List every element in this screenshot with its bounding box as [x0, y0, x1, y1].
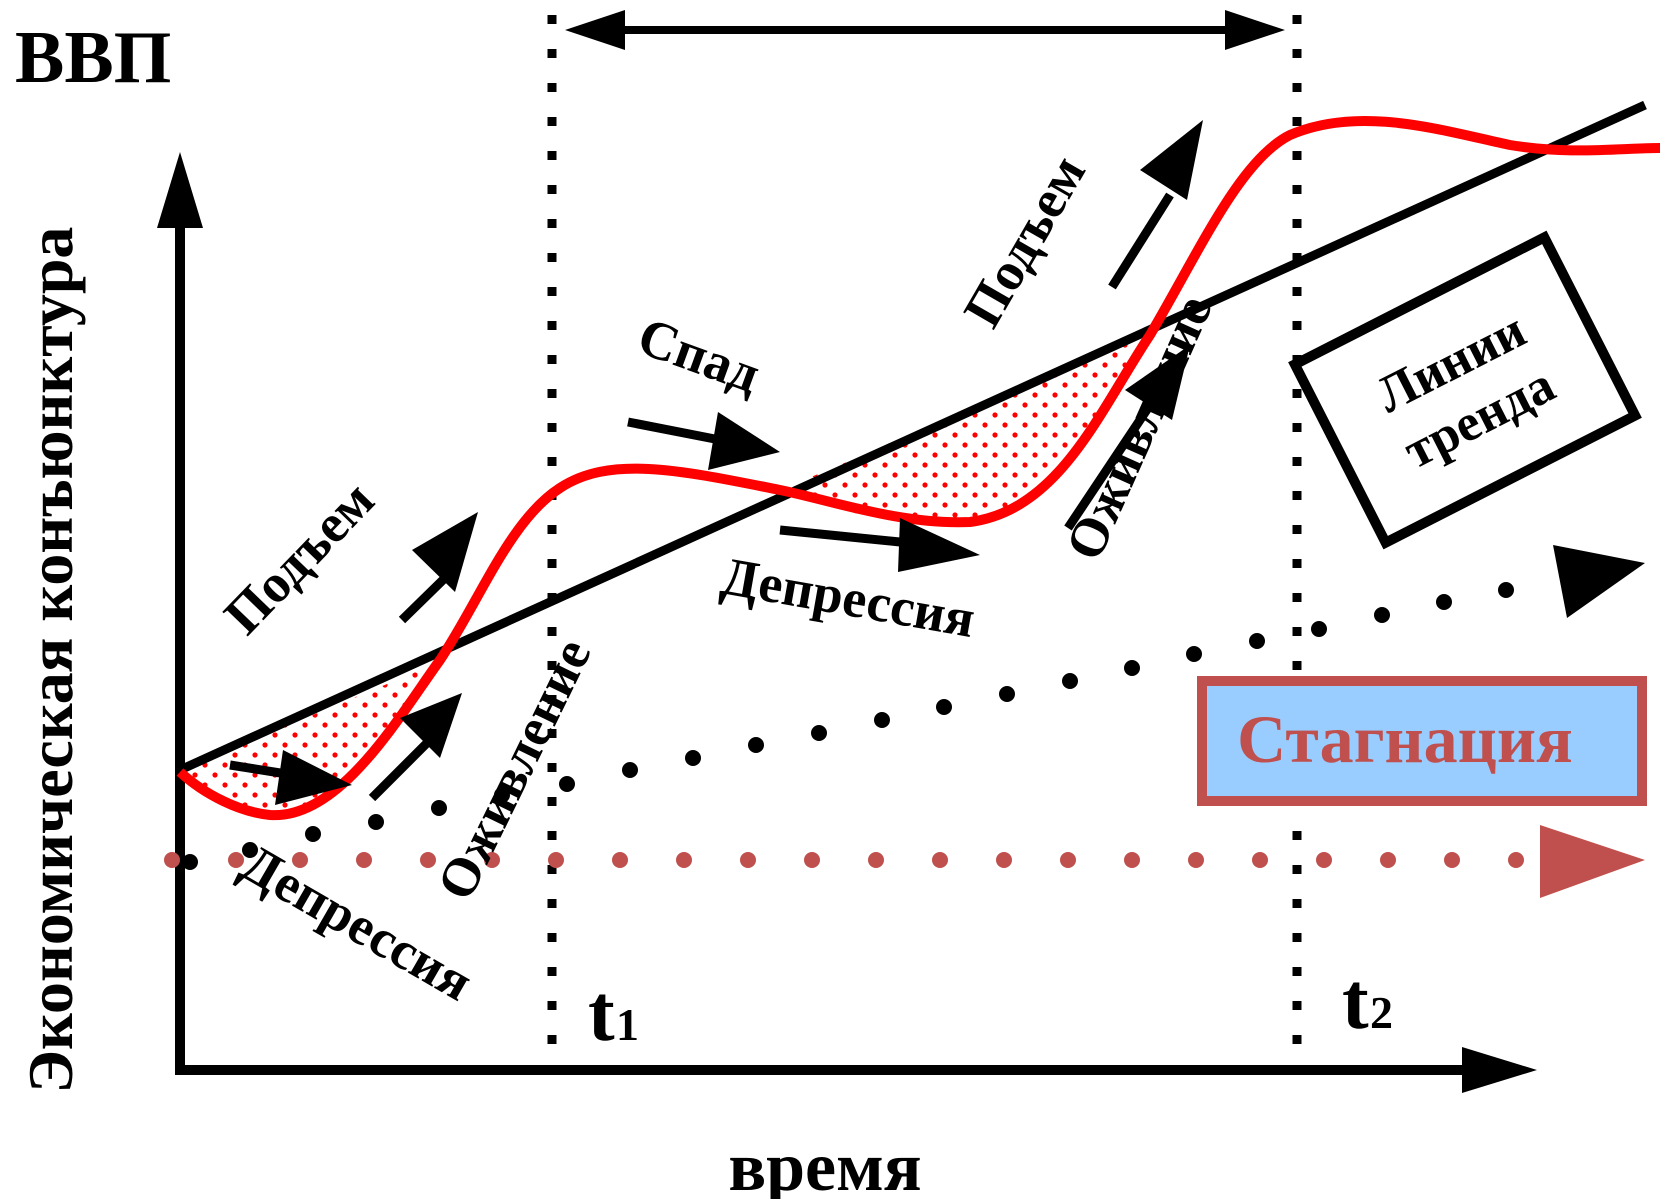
black-trend-arrowhead — [1553, 545, 1645, 618]
phase-label-rise-2: Подъем — [952, 145, 1097, 337]
stagnation-arrowhead — [1540, 825, 1645, 898]
arrow-depression-1 — [229, 750, 352, 805]
x-axis-title: время — [728, 1129, 921, 1199]
x-axis — [175, 1047, 1537, 1093]
trend-label-box: Линии тренда — [1288, 230, 1642, 550]
t1-label: t 1 — [588, 970, 639, 1058]
stagnation-label: Стагнация — [1237, 701, 1573, 777]
t2-label: t 2 — [1342, 958, 1393, 1046]
arrow-revival-2 — [1064, 345, 1190, 531]
arrow-rise-1 — [398, 512, 478, 624]
gdp-label: ВВП — [15, 17, 171, 99]
y-axis-title: Экономическая конъюнктура — [15, 227, 86, 1094]
period-double-arrow — [565, 10, 1285, 50]
arrow-rise-2 — [1108, 120, 1203, 290]
trend-line — [178, 100, 1647, 775]
stagnation-box: Стагнация — [1197, 676, 1647, 806]
arrow-depression-2 — [779, 518, 980, 572]
arrow-revival-1 — [368, 693, 462, 802]
y-axis — [157, 152, 203, 1075]
svg-text:2: 2 — [1370, 987, 1393, 1038]
dotted-area-1 — [180, 662, 440, 816]
svg-text:t: t — [1342, 958, 1369, 1046]
phase-label-decline: Спад — [630, 306, 767, 405]
phase-label-revival-1: Оживление — [425, 629, 602, 909]
svg-text:t: t — [588, 970, 615, 1058]
arrow-decline — [627, 412, 780, 470]
phase-label-rise-1: Подъем — [213, 469, 386, 645]
dotted-area-2 — [780, 335, 1150, 524]
cycle-curve — [176, 116, 1661, 821]
svg-text:1: 1 — [616, 999, 639, 1050]
black-dotted-trend — [182, 582, 1514, 870]
red-dotted-stagnation-line — [164, 852, 1524, 868]
